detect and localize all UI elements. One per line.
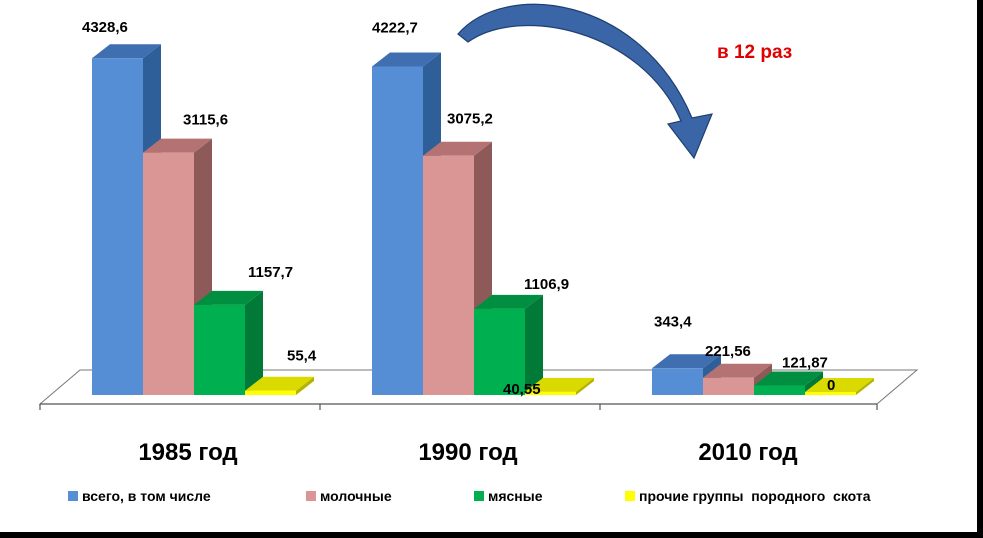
legend-label: прочие группы породного скота xyxy=(639,488,871,504)
bar-top xyxy=(703,363,772,378)
bar-1-2 xyxy=(474,294,543,395)
value-label: 121,87 xyxy=(782,355,828,372)
value-label: 40,55 xyxy=(503,381,541,398)
bar-0-3 xyxy=(245,376,314,395)
value-label: 0 xyxy=(827,377,835,394)
bar-front xyxy=(194,304,245,395)
bar-1-1 xyxy=(423,141,492,395)
bar-side xyxy=(525,294,543,395)
value-label: 3075,2 xyxy=(447,111,493,128)
bar-top xyxy=(92,44,161,59)
legend-swatch xyxy=(68,491,78,501)
bar-front xyxy=(652,368,703,395)
annotation-text: в 12 раз xyxy=(717,42,792,63)
bar-side xyxy=(576,377,594,395)
value-label: 221,56 xyxy=(705,343,751,360)
bar-front xyxy=(754,385,805,395)
legend-item: молочные xyxy=(306,488,392,504)
bar-1-3 xyxy=(525,377,594,395)
value-label: 1106,9 xyxy=(524,276,569,293)
bar-front xyxy=(143,152,194,395)
bar-0-0 xyxy=(92,44,161,395)
bar-front xyxy=(92,58,143,395)
value-label: 4328,6 xyxy=(82,19,128,36)
bar-2-3 xyxy=(805,378,874,395)
value-label: 3115,6 xyxy=(183,112,228,129)
legend: всего, в том числе молочные мясные прочие г… xyxy=(68,488,871,504)
bar-top xyxy=(143,138,212,153)
value-label: 1157,7 xyxy=(248,264,293,281)
bar-front xyxy=(805,392,856,395)
bar-front xyxy=(474,308,525,395)
category-label: 2010 год xyxy=(698,439,797,466)
legend-item: прочие группы породного скота xyxy=(625,488,871,504)
curved-arrow xyxy=(457,3,713,160)
bar-front xyxy=(372,66,423,395)
bar-top xyxy=(423,141,492,156)
category-label: 1990 год xyxy=(418,439,517,466)
bars-group xyxy=(92,44,874,396)
bar-front xyxy=(525,391,576,395)
legend-label: мясные xyxy=(488,488,543,504)
legend-swatch xyxy=(306,491,316,501)
bar-side xyxy=(245,290,263,395)
bar-top xyxy=(474,294,543,309)
legend-item: мясные xyxy=(474,488,543,504)
category-labels: 1985 год 1990 год 2010 год xyxy=(138,439,797,466)
value-labels: 4328,6 3115,6 1157,7 55,4 4222,7 3075,2 1106,9… xyxy=(82,19,835,398)
bar-0-2 xyxy=(194,290,263,395)
legend-label: молочные xyxy=(320,488,392,504)
bar-top xyxy=(525,377,594,392)
value-label: 55,4 xyxy=(287,348,317,365)
bar-top xyxy=(652,354,721,369)
bar-side xyxy=(296,376,314,395)
arrow-icon xyxy=(457,3,713,160)
value-label: 343,4 xyxy=(654,313,692,330)
bar-front xyxy=(245,390,296,395)
value-label: 4222,7 xyxy=(372,19,418,36)
category-label: 1985 год xyxy=(138,439,237,466)
bar-front xyxy=(703,377,754,395)
bar-side xyxy=(856,378,874,395)
legend-label: всего, в том числе xyxy=(82,488,211,504)
bar-top xyxy=(754,371,823,386)
bar-front xyxy=(423,155,474,395)
bar-top xyxy=(805,378,874,392)
legend-item: всего, в том числе xyxy=(68,488,211,504)
bar-top xyxy=(372,52,441,67)
legend-swatch xyxy=(474,491,484,501)
bar-top xyxy=(245,376,314,391)
legend-swatch xyxy=(625,491,635,501)
bar-top xyxy=(194,290,263,305)
